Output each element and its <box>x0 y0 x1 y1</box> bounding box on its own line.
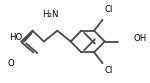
Text: OH: OH <box>134 34 147 43</box>
Text: HO: HO <box>9 33 22 42</box>
Text: O: O <box>8 59 15 68</box>
Text: H₂N: H₂N <box>42 10 58 19</box>
Text: Cl: Cl <box>104 5 112 14</box>
Text: Cl: Cl <box>104 66 112 75</box>
